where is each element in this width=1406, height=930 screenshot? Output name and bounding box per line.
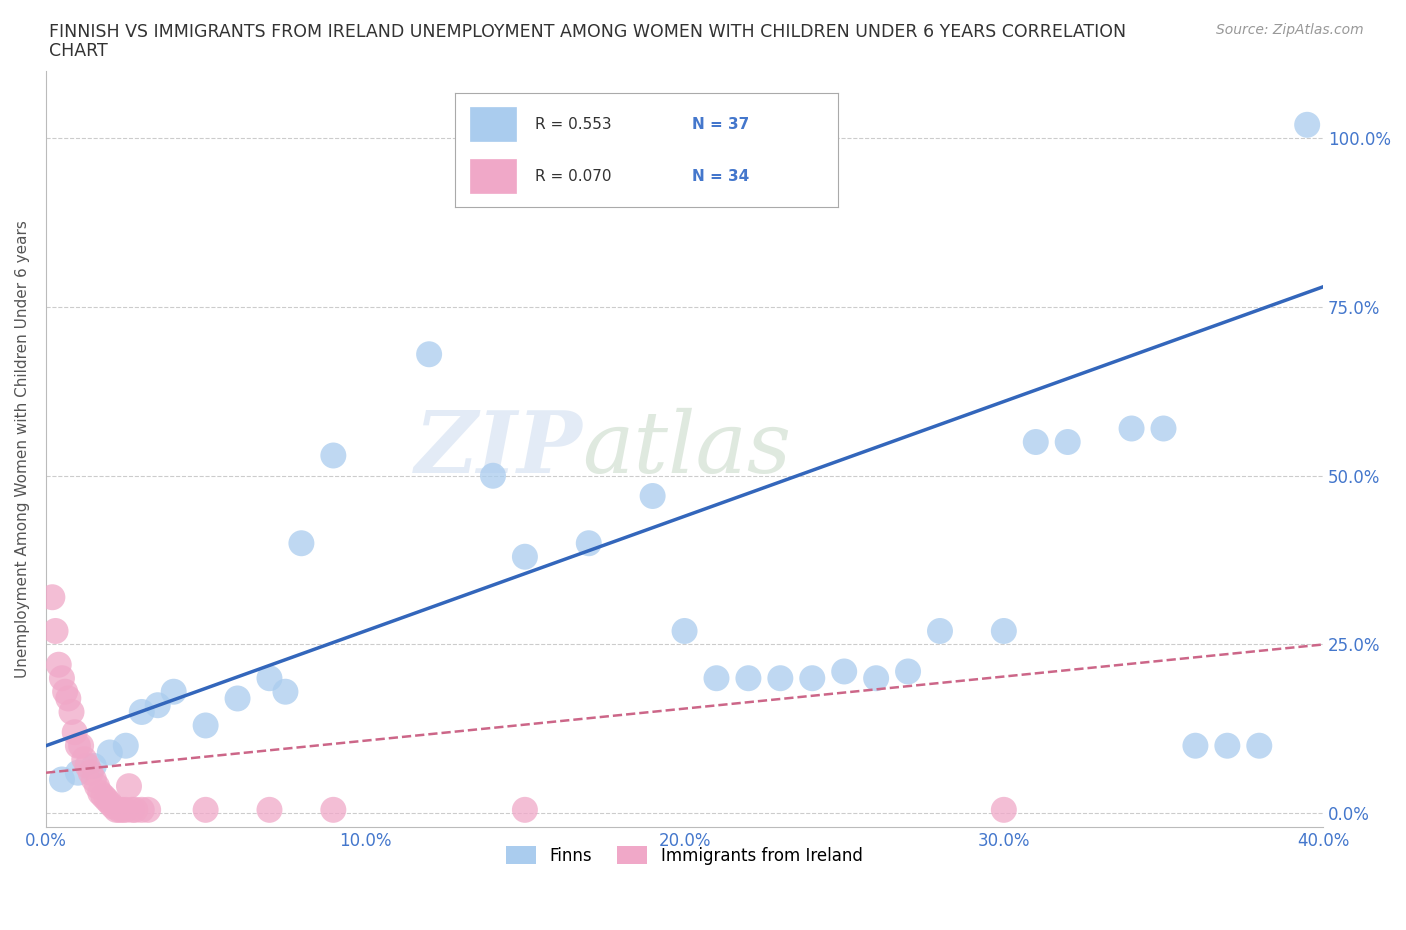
Legend: Finns, Immigrants from Ireland: Finns, Immigrants from Ireland [499, 840, 869, 871]
Point [865, 671, 887, 685]
Point [136, 803, 159, 817]
Point [58, 691, 80, 706]
Point [105, 803, 128, 817]
Point [513, 550, 536, 565]
Point [131, 803, 153, 817]
Point [66, 738, 89, 753]
Point [737, 671, 759, 685]
Point [79, 765, 101, 780]
Point [1056, 434, 1078, 449]
Point [1121, 421, 1143, 436]
Point [1216, 738, 1239, 753]
Point [118, 778, 141, 793]
Y-axis label: Unemployment Among Women with Children Under 6 years: Unemployment Among Women with Children U… [15, 219, 30, 678]
Point [1184, 738, 1206, 753]
Point [70, 738, 93, 753]
Point [163, 684, 186, 699]
Point [89, 786, 111, 801]
Point [83, 759, 105, 774]
Point [108, 803, 131, 817]
Point [274, 684, 297, 699]
Point [86, 778, 108, 793]
Point [194, 803, 217, 817]
Point [993, 623, 1015, 638]
Point [114, 803, 136, 817]
Point [706, 671, 728, 685]
Point [96, 792, 118, 807]
Text: Source: ZipAtlas.com: Source: ZipAtlas.com [1216, 23, 1364, 37]
Point [482, 469, 505, 484]
Point [131, 705, 153, 720]
Text: FINNISH VS IMMIGRANTS FROM IRELAND UNEMPLOYMENT AMONG WOMEN WITH CHILDREN UNDER : FINNISH VS IMMIGRANTS FROM IRELAND UNEMP… [49, 23, 1126, 41]
Point [1153, 421, 1175, 436]
Point [259, 671, 281, 685]
Point [194, 718, 217, 733]
Text: ZIP: ZIP [415, 407, 582, 490]
Point [832, 664, 855, 679]
Point [322, 803, 344, 817]
Point [641, 488, 664, 503]
Point [76, 759, 98, 774]
Point [146, 698, 169, 712]
Point [578, 536, 600, 551]
Point [60, 705, 83, 720]
Point [993, 803, 1015, 817]
Point [322, 448, 344, 463]
Point [51, 772, 73, 787]
Point [98, 745, 121, 760]
Point [513, 803, 536, 817]
Point [48, 658, 70, 672]
Point [769, 671, 792, 685]
Point [66, 765, 89, 780]
Point [73, 751, 96, 766]
Point [111, 803, 134, 817]
Point [124, 803, 146, 817]
Point [45, 623, 67, 638]
Point [98, 796, 121, 811]
Point [1025, 434, 1047, 449]
Point [63, 724, 86, 739]
Point [121, 803, 143, 817]
Point [1249, 738, 1271, 753]
Text: atlas: atlas [582, 407, 792, 490]
Point [93, 789, 115, 804]
Point [673, 623, 696, 638]
Text: CHART: CHART [49, 42, 108, 60]
Point [41, 590, 63, 604]
Point [83, 772, 105, 787]
Point [290, 536, 312, 551]
Point [53, 684, 76, 699]
Point [801, 671, 824, 685]
Point [929, 623, 952, 638]
Point [226, 691, 249, 706]
Point [1296, 117, 1319, 132]
Point [418, 347, 440, 362]
Point [259, 803, 281, 817]
Point [101, 799, 124, 814]
Point [897, 664, 920, 679]
Point [51, 671, 73, 685]
Point [114, 738, 136, 753]
